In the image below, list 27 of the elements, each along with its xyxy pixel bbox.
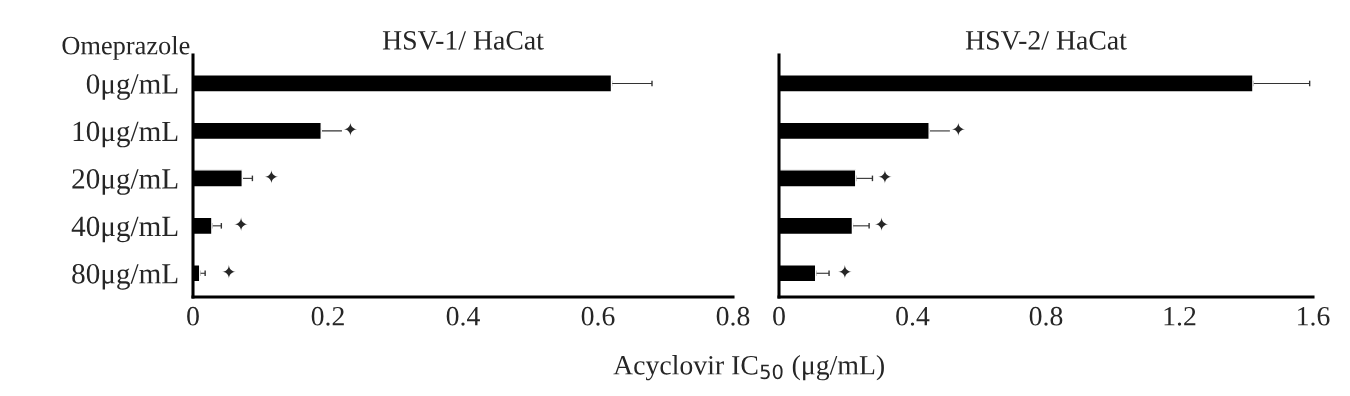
chart-title: HSV-2/ HaCat bbox=[965, 31, 1127, 50]
y-tick-label: 10μg/mL bbox=[73, 121, 178, 148]
x-tick-label: 1.2 bbox=[1164, 306, 1196, 326]
annotation: ✦ bbox=[874, 217, 889, 232]
x-tick-label: 0.4 bbox=[446, 306, 480, 326]
x-axis-title: Acyclovir IC$_{50}$ (μg/mL) bbox=[613, 355, 884, 381]
x-tick-label: 0 bbox=[187, 306, 199, 326]
y-tick-label: 80μg/mL bbox=[72, 263, 178, 290]
annotation: ✦ bbox=[951, 122, 966, 137]
y-axis-title: Omeprazole bbox=[62, 35, 190, 60]
x-tick-label: 0 bbox=[773, 306, 785, 326]
x-tick-label: 0.8 bbox=[1029, 306, 1063, 326]
annotation: ✦ bbox=[343, 122, 358, 137]
x-tick-label: 0.4 bbox=[896, 306, 930, 326]
y-tick-label: 0μg/mL bbox=[86, 74, 178, 100]
annotation: ✦ bbox=[838, 264, 852, 279]
y-tick-label: 20μg/mL bbox=[72, 169, 178, 195]
annotation: ✦ bbox=[222, 264, 236, 279]
annotation: ✦ bbox=[878, 169, 892, 184]
x-tick-label: 1.6 bbox=[1298, 306, 1330, 326]
annotation: ✦ bbox=[264, 169, 279, 184]
x-tick-label: 0.6 bbox=[581, 306, 615, 326]
x-tick-label: 0.8 bbox=[716, 306, 750, 326]
annotation: ✦ bbox=[234, 217, 248, 232]
chart-title: HSV-1/ HaCat bbox=[382, 31, 544, 50]
y-tick-label: 40μg/mL bbox=[71, 216, 178, 243]
x-tick-label: 0.2 bbox=[311, 306, 344, 326]
